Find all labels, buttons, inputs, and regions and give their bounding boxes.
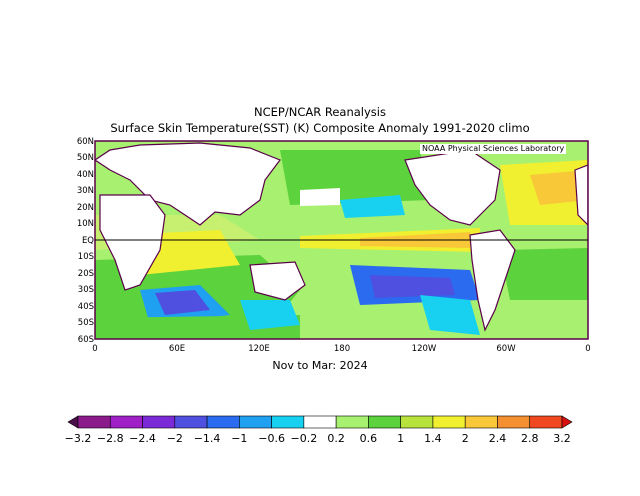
figure-title: NCEP/NCAR Reanalysis [254,105,386,119]
lat-label: EQ [81,236,94,246]
lat-label: 30N [76,186,94,196]
colorbar-swatch [529,415,563,429]
colorbar-tick-label: −2.8 [96,432,124,445]
colorbar-swatch [303,415,337,429]
colorbar-tick-label: 0.2 [327,432,345,445]
colorbar-swatch [239,415,272,429]
lat-label: 50S [77,318,94,328]
colorbar-swatch [174,415,208,429]
lat-label: 60S [77,335,94,345]
lon-label: 0 [92,344,98,354]
colorbar-tick-label: −2 [166,432,183,445]
lon-label: 60E [168,344,186,354]
colorbar-swatch [77,415,111,429]
lat-label: 40S [77,302,94,312]
lon-label: 120E [248,344,270,354]
lon-label: 120W [411,344,437,354]
lat-label: 20S [77,269,94,279]
colorbar-tick-label: 0.6 [359,432,378,445]
period-label: Nov to Mar: 2024 [272,359,368,372]
colorbar-tick-label: −3.2 [64,432,92,445]
lat-label: 10N [76,219,94,229]
lat-label: 50N [76,153,94,163]
lon-label: 180 [333,344,351,354]
colorbar-swatch [142,415,176,429]
colorbar-swatch [335,415,369,429]
colorbar-tick-label: 1 [397,432,405,445]
colorbar-swatch [109,415,143,429]
colorbar-tick-label: −2.4 [129,432,156,445]
colorbar [67,415,573,429]
lon-label: 60W [496,344,516,354]
colorbar-tick-label: −1 [231,432,248,445]
colorbar-tick-label: 3.2 [553,432,571,445]
colorbar-swatch [497,415,531,429]
colorbar-swatch [271,415,305,429]
lat-label: 10S [77,252,94,262]
colorbar-swatch [432,415,466,429]
lat-label: 40N [76,170,94,180]
colorbar-tick-label: 2 [461,432,469,445]
colorbar-max-arrow [561,415,573,429]
colorbar-tick-label: −1.4 [193,432,221,445]
colorbar-min-arrow [67,415,79,429]
lon-label: 0 [585,344,591,354]
colorbar-swatch [206,415,240,429]
lat-label: 30S [77,285,94,295]
lat-label: 20N [76,203,94,213]
colorbar-tick-label: 2.8 [520,432,539,445]
colorbar-tick-label: 2.4 [488,432,507,445]
colorbar-tick-label: −0.6 [258,432,285,445]
colorbar-tick-label: −0.2 [290,432,318,445]
colorbar-swatch [464,415,498,429]
credit-label: NOAA Physical Sciences Laboratory [420,144,567,154]
figure-subtitle: Surface Skin Temperature(SST) (K) Compos… [110,121,530,135]
lat-label: 60N [76,137,94,147]
colorbar-swatch [368,415,401,429]
land-masses [95,142,588,332]
anomaly-field [95,141,588,339]
colorbar-swatch [400,415,434,429]
colorbar-tick-label: 1.4 [424,432,442,445]
